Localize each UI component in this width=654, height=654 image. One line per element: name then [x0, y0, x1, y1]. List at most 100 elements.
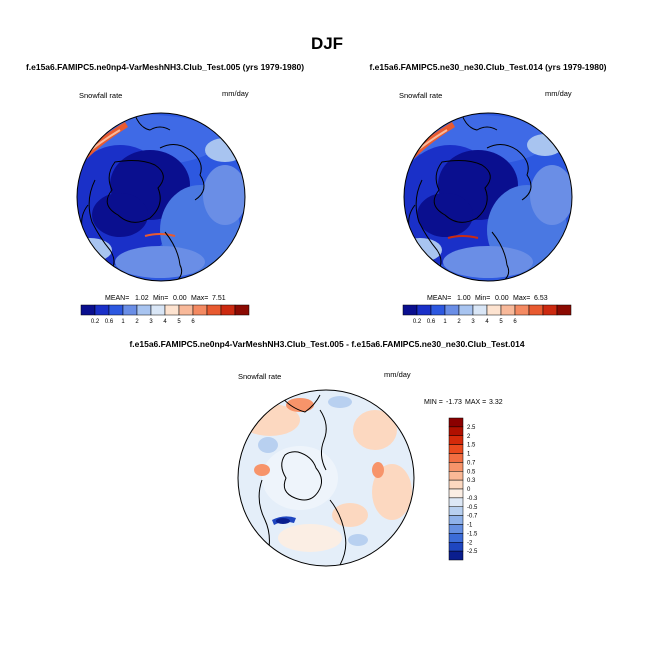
panel-1-min-label: Min= — [153, 295, 168, 302]
colorbar-swatch — [448, 542, 464, 552]
panel-2-mean-label: MEAN= — [427, 295, 451, 302]
colorbar-tick-label: 1 — [121, 319, 125, 325]
panel-3-min-value: -1.73 — [446, 399, 462, 406]
colorbar-swatch — [108, 304, 124, 316]
panel-2-stats: MEAN= 1.00 Min= 0.00 Max= 6.53 — [427, 295, 548, 302]
panel-1-variable-label: Snowfall rate — [79, 91, 122, 100]
panel-1-colorbar: 0.2 0.6 1 2 3 4 5 6 — [80, 304, 250, 325]
panel-3-map — [238, 390, 414, 566]
colorbar-swatch — [448, 506, 464, 516]
panel-2-min-value: 0.00 — [495, 295, 509, 302]
colorbar-tick-label: 2.5 — [467, 425, 476, 431]
panel-1-min-value: 0.00 — [173, 295, 187, 302]
panel-1: f.e15a6.FAMIPC5.ne0np4-VarMeshNH3.Club_T… — [26, 62, 304, 325]
colorbar-swatch — [94, 304, 110, 316]
panel-3-map-border — [237, 389, 415, 567]
colorbar-swatch — [448, 471, 464, 481]
colorbar-tick-label: 3 — [149, 319, 153, 325]
panel-2-units-label: mm/day — [545, 89, 572, 98]
colorbar-swatch — [136, 304, 152, 316]
panel-2-max-value: 6.53 — [534, 295, 548, 302]
colorbar-tick-label: 0.2 — [413, 319, 422, 325]
panel-2-mean-value: 1.00 — [457, 295, 471, 302]
colorbar-tick-label: 4 — [485, 319, 489, 325]
panel-1-mean-label: MEAN= — [105, 295, 129, 302]
colorbar-swatch — [80, 304, 96, 316]
colorbar-swatch — [514, 304, 530, 316]
colorbar-swatch — [448, 453, 464, 463]
panel-3-min-label: MIN = — [424, 399, 443, 406]
panel-2: f.e15a6.FAMIPC5.ne30_ne30.Club_Test.014 … — [369, 62, 606, 325]
colorbar-swatch — [448, 488, 464, 499]
panel-1-max-value: 7.51 — [212, 295, 226, 302]
colorbar-swatch — [206, 304, 222, 316]
colorbar-swatch — [542, 304, 558, 316]
colorbar-tick-label: -0.7 — [467, 514, 478, 520]
panel-2-colorbar: 0.2 0.6 1 2 3 4 5 6 — [402, 304, 572, 325]
colorbar-tick-label: -0.3 — [467, 496, 478, 502]
colorbar-swatch — [448, 533, 464, 543]
colorbar-swatch — [178, 304, 194, 316]
panel-2-title: f.e15a6.FAMIPC5.ne30_ne30.Club_Test.014 … — [369, 62, 606, 72]
colorbar-tick-label: -2.5 — [467, 549, 478, 555]
colorbar-swatch — [448, 550, 464, 561]
colorbar-tick-label: 5 — [177, 319, 181, 325]
panel-2-map-border — [403, 112, 573, 282]
panel-2-map — [404, 113, 572, 281]
panel-1-map — [77, 113, 245, 281]
panel-3: f.e15a6.FAMIPC5.ne0np4-VarMeshNH3.Club_T… — [129, 339, 525, 567]
panel-1-title: f.e15a6.FAMIPC5.ne0np4-VarMeshNH3.Club_T… — [26, 62, 304, 72]
colorbar-tick-label: 2 — [467, 434, 471, 440]
colorbar-tick-label: 0.7 — [467, 460, 476, 466]
panel-1-map-border — [76, 112, 246, 282]
colorbar-swatch — [556, 304, 572, 316]
colorbar-swatch — [220, 304, 236, 316]
colorbar-tick-label: 4 — [163, 319, 167, 325]
colorbar-swatch — [486, 304, 502, 316]
colorbar-swatch — [448, 524, 464, 534]
colorbar-swatch — [500, 304, 516, 316]
colorbar-tick-label: 5 — [499, 319, 503, 325]
colorbar-swatch — [448, 426, 464, 436]
colorbar-swatch — [448, 515, 464, 525]
colorbar-tick-label: 0 — [467, 487, 471, 493]
panel-3-title: f.e15a6.FAMIPC5.ne0np4-VarMeshNH3.Club_T… — [129, 339, 524, 349]
colorbar-tick-label: -0.5 — [467, 505, 478, 511]
colorbar-tick-label: 0.6 — [105, 319, 114, 325]
colorbar-swatch — [528, 304, 544, 316]
colorbar-tick-label: 6 — [513, 319, 517, 325]
colorbar-swatch — [416, 304, 432, 316]
colorbar-tick-label: 1 — [467, 452, 471, 458]
colorbar-swatch — [164, 304, 180, 316]
panel-3-stats: MIN = -1.73 MAX = 3.32 — [424, 399, 503, 406]
panel-2-max-label: Max= — [513, 295, 530, 302]
colorbar-tick-label: 6 — [191, 319, 195, 325]
panel-3-colorbar: 2.5 2 1.5 1 0.7 0.5 0.3 0 -0.3 -0.5 -0.7 -1 -1.5 -2 -2… — [448, 417, 478, 561]
panel-1-stats: MEAN= 1.02 Min= 0.00 Max= 7.51 — [105, 295, 226, 302]
colorbar-tick-label: -1.5 — [467, 531, 478, 537]
colorbar-tick-label: 0.3 — [467, 478, 476, 484]
colorbar-tick-label: 0.6 — [427, 319, 436, 325]
colorbar-swatch — [444, 304, 460, 316]
panel-2-variable-label: Snowfall rate — [399, 91, 442, 100]
panel-1-max-label: Max= — [191, 295, 208, 302]
colorbar-swatch — [448, 462, 464, 472]
colorbar-tick-label: 1 — [443, 319, 447, 325]
figure-title: DJF — [311, 34, 343, 53]
colorbar-swatch — [448, 479, 464, 490]
colorbar-tick-label: 2 — [135, 319, 139, 325]
colorbar-swatch — [402, 304, 418, 316]
panel-3-units-label: mm/day — [384, 370, 411, 379]
panel-1-mean-value: 1.02 — [135, 295, 149, 302]
colorbar-tick-label: 3 — [471, 319, 475, 325]
colorbar-swatch — [122, 304, 138, 316]
panel-3-max-label: MAX = — [465, 399, 486, 406]
panel-2-min-label: Min= — [475, 295, 490, 302]
colorbar-swatch — [458, 304, 474, 316]
colorbar-swatch — [472, 304, 488, 316]
colorbar-tick-label: 0.2 — [91, 319, 100, 325]
colorbar-swatch — [150, 304, 166, 316]
colorbar-tick-label: -1 — [467, 523, 473, 529]
colorbar-swatch — [430, 304, 446, 316]
